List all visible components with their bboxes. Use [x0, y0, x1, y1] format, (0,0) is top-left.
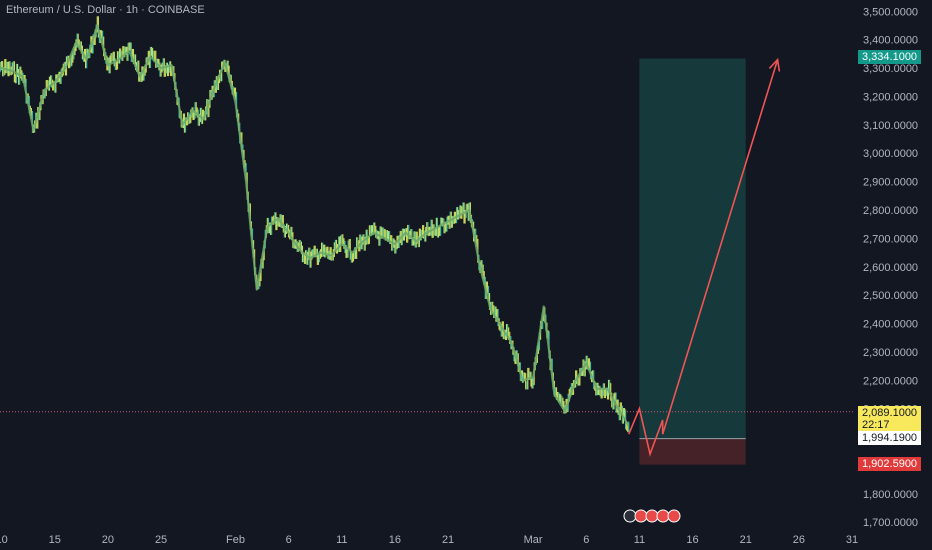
y-tick-label: 2,600.0000	[863, 262, 918, 274]
entry-price-badge: 1,994.1900	[858, 430, 922, 445]
y-tick-label: 2,200.0000	[863, 375, 918, 387]
x-tick-label: 25	[155, 534, 167, 546]
y-tick-label: 2,500.0000	[863, 290, 918, 302]
y-tick-label: 3,000.0000	[863, 148, 918, 160]
x-tick-label: 6	[583, 534, 589, 546]
moving-average-line	[0, 24, 630, 427]
y-tick-label: 2,900.0000	[863, 177, 918, 189]
event-icon[interactable]	[623, 509, 637, 523]
projection-path	[628, 57, 781, 457]
y-axis[interactable]: 3,500.0000 3,400.0000 3,300.0000 3,200.0000…	[863, 6, 918, 529]
event-icon[interactable]	[656, 509, 670, 523]
x-tick-label: 6	[286, 534, 292, 546]
event-icon[interactable]	[634, 509, 648, 523]
x-axis[interactable]: 10 15 20 25 Feb 6 11 16 21 Mar 6 11 16 21 26 31	[0, 534, 858, 546]
x-tick-label: 20	[102, 534, 114, 546]
y-tick-label: 2,300.0000	[863, 347, 918, 359]
stop-price-badge: 1,902.5900	[858, 456, 922, 471]
y-tick-label: 2,700.0000	[863, 233, 918, 245]
current-price-label: 2,089.1000	[862, 406, 918, 419]
current-price-badge: 2,089.1000 22:17	[858, 405, 922, 432]
event-icon[interactable]	[645, 509, 659, 523]
stop-zone[interactable]	[639, 438, 746, 465]
x-tick-label: 26	[793, 534, 805, 546]
x-tick-label: Feb	[226, 534, 245, 546]
y-tick-label: 1,700.0000	[863, 517, 918, 529]
y-tick-label: 2,800.0000	[863, 205, 918, 217]
event-icon[interactable]	[667, 509, 681, 523]
x-tick-label: 21	[442, 534, 454, 546]
event-markers[interactable]	[623, 509, 681, 523]
risk-reward-zones[interactable]	[0, 58, 855, 465]
countdown-label: 22:17	[862, 418, 890, 431]
y-tick-label: 3,200.0000	[863, 91, 918, 103]
y-tick-label: 3,400.0000	[863, 35, 918, 47]
x-tick-label: 16	[686, 534, 698, 546]
y-tick-label: 2,400.0000	[863, 319, 918, 331]
target-zone[interactable]	[639, 58, 746, 439]
projection-arrowhead	[768, 57, 781, 72]
price-series	[0, 16, 630, 433]
projection-line	[628, 59, 779, 457]
y-tick-label: 3,500.0000	[863, 6, 918, 18]
y-tick-label: 3,300.0000	[863, 63, 918, 75]
y-tick-label: 1,800.0000	[863, 489, 918, 501]
x-tick-label: 15	[49, 534, 61, 546]
y-tick-label: 3,100.0000	[863, 120, 918, 132]
x-tick-label: 11	[634, 534, 645, 546]
chart-title: Ethereum / U.S. Dollar · 1h · COINBASE	[6, 4, 205, 16]
x-tick-label: 11	[336, 534, 347, 546]
target-price-badge: 3,334.1000	[858, 50, 922, 65]
x-tick-label: 21	[740, 534, 752, 546]
x-tick-label: Mar	[524, 534, 543, 546]
x-tick-label: 16	[389, 534, 401, 546]
x-tick-label: 10	[0, 534, 8, 546]
x-tick-label: 31	[846, 534, 858, 546]
